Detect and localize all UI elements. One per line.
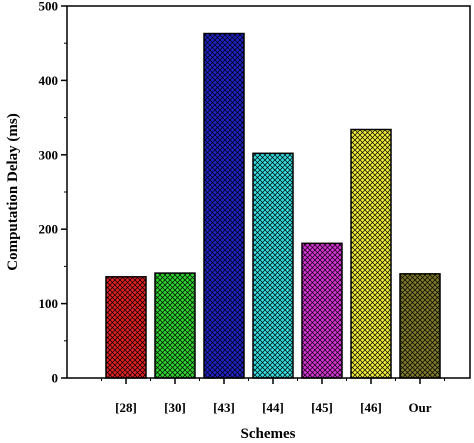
bar-6 (399, 273, 441, 379)
y-axis-title: Computation Delay (ms) (5, 113, 21, 271)
x-tick-label: [30] (164, 400, 186, 415)
x-axis-ticks: [28] [30] [43] [44] [45] [46] Our (101, 378, 445, 415)
bar-2 (203, 32, 245, 379)
y-tick-label: 200 (39, 222, 59, 237)
x-axis-title: Schemes (241, 426, 296, 442)
bar-1 (154, 272, 196, 379)
x-tick-label: [43] (213, 400, 235, 415)
y-tick-label: 300 (39, 147, 59, 162)
bar-3 (252, 152, 294, 379)
y-tick-label: 500 (39, 0, 59, 14)
y-tick-label: 400 (39, 73, 59, 88)
bars (105, 32, 441, 379)
x-tick-label: [45] (311, 400, 333, 415)
y-tick-label: 0 (52, 371, 59, 386)
y-tick-label: 100 (39, 296, 59, 311)
x-tick-label: [44] (262, 400, 284, 415)
x-tick-label: Our (408, 400, 431, 415)
x-tick-label: [28] (115, 400, 137, 415)
bar-4 (301, 242, 343, 379)
x-tick-label: [46] (360, 400, 382, 415)
y-axis-ticks: 0 100 200 300 400 500 (39, 0, 67, 386)
bar-5 (350, 128, 392, 379)
bar-0 (105, 276, 147, 379)
